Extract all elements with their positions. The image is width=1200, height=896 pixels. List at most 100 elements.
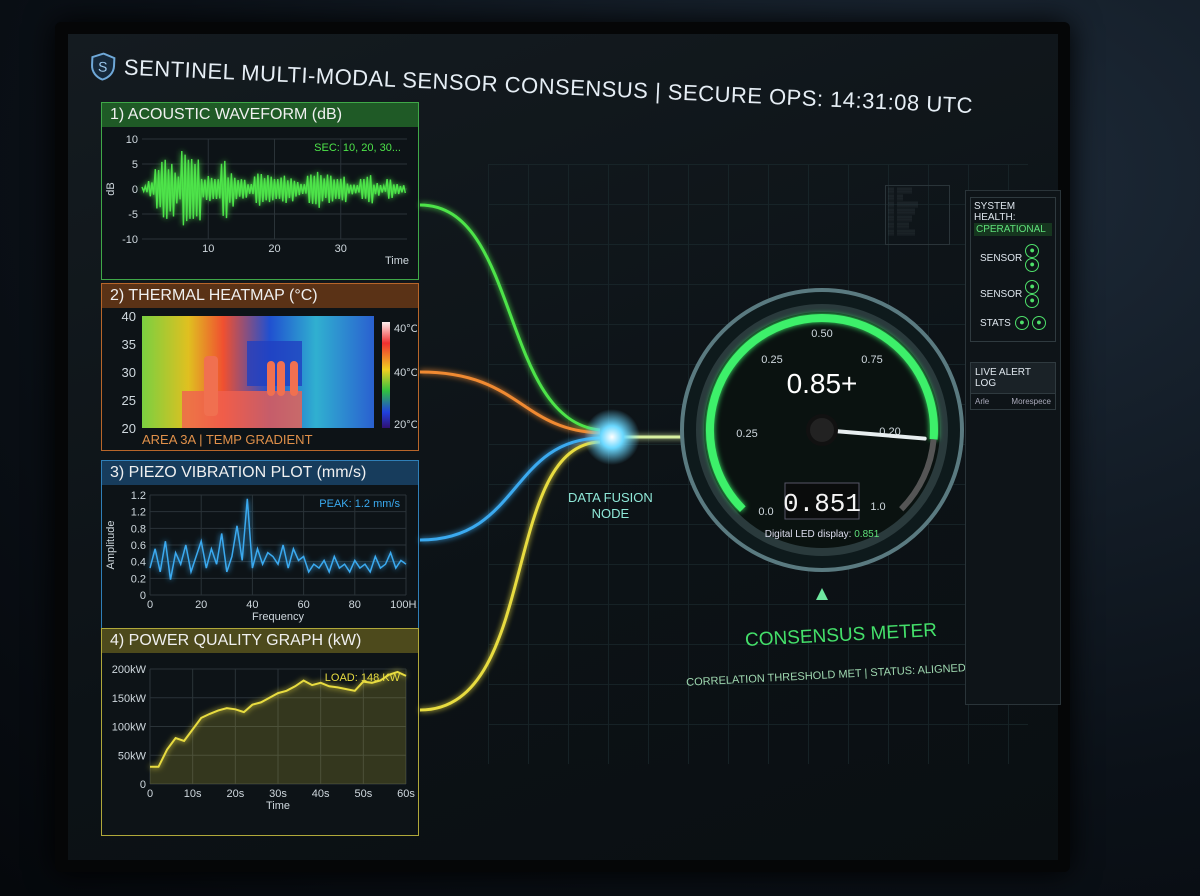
x-axis-label: Frequency bbox=[252, 611, 304, 623]
fusion-label: DATA FUSION NODE bbox=[568, 490, 653, 522]
x-tick-label: 0 bbox=[147, 788, 153, 800]
x-tick-label: 80 bbox=[349, 599, 361, 611]
consensus-gauge: 0.50 0.25 0.75 0.25 0.20 0.0 1.0 0.85+ 0… bbox=[680, 288, 964, 600]
health-row-label: SENSOR bbox=[980, 288, 1023, 300]
y-tick-label: 150kW bbox=[112, 693, 147, 705]
system-health: SYSTEM HEALTH: CPERATIONAL SENSOR ●● SENS… bbox=[970, 197, 1056, 342]
panel-title: 4) POWER QUALITY GRAPH (kW) bbox=[102, 629, 418, 653]
x-tick-label: 100Hz bbox=[390, 599, 417, 611]
y-tick-label: 0.4 bbox=[131, 557, 146, 569]
y-tick-label: 1.2 bbox=[131, 490, 146, 502]
x-tick-label: 20s bbox=[226, 788, 244, 800]
y-tick-label: 35 bbox=[122, 337, 136, 352]
x-tick-label: 0 bbox=[147, 599, 153, 611]
y-tick-label: 0 bbox=[132, 184, 138, 196]
colorbar-label: 40°C bbox=[394, 323, 417, 335]
y-tick-label: 0.8 bbox=[131, 523, 146, 535]
y-tick-label: 10 bbox=[126, 134, 138, 146]
acoustic-panel: 1) ACOUSTIC WAVEFORM (dB) 10 5 0 -5 -10 10 20 3… bbox=[101, 102, 419, 280]
health-row: STATS ● ● bbox=[980, 316, 1046, 330]
x-axis-label: Time bbox=[385, 255, 409, 267]
thermal-person bbox=[277, 361, 285, 396]
log-col: Arle bbox=[975, 397, 990, 406]
live-alert-log[interactable]: LIVE ALERT LOG Arle Morespece bbox=[970, 362, 1056, 410]
log-header-row: Arle Morespece bbox=[971, 393, 1055, 409]
svg-text:Digital LED display: 0.851: Digital LED display: 0.851 bbox=[765, 529, 880, 540]
chart-annotation: SEC: 10, 20, 30... bbox=[314, 142, 401, 154]
y-tick-label: 5 bbox=[132, 159, 138, 171]
x-tick-label: 50s bbox=[354, 788, 372, 800]
led-value: 0.851 bbox=[783, 489, 861, 519]
health-row: SENSOR ●● bbox=[980, 244, 1046, 272]
led-caption: Digital LED display: bbox=[765, 529, 852, 540]
y-tick-label: 200kW bbox=[112, 664, 147, 676]
y-tick-label: 25 bbox=[122, 393, 136, 408]
x-tick-label: 20 bbox=[268, 243, 280, 255]
gauge-needle bbox=[820, 428, 927, 441]
fusion-label-line: NODE bbox=[591, 506, 630, 521]
y-tick-label: 0 bbox=[140, 590, 146, 602]
health-value: CPERATIONAL bbox=[974, 223, 1052, 236]
acoustic-connector bbox=[419, 203, 601, 432]
power-line bbox=[150, 670, 407, 768]
thermal-panel: 2) THERMAL HEATMAP (°C) 40 35 30 25 20 40°C 40… bbox=[101, 283, 419, 451]
shield-logo-icon: S bbox=[91, 52, 116, 81]
x-tick-label: 40s bbox=[312, 788, 330, 800]
health-row-label: STATS bbox=[980, 317, 1011, 329]
gauge-tick: 0.0 bbox=[758, 506, 773, 518]
piezo-chart: 1.2 1.2 0.8 0.6 0.4 0.2 00 20 40 60 80 100Hz Frequen… bbox=[105, 490, 417, 623]
y-tick-label: 0 bbox=[140, 779, 146, 791]
health-row: SENSOR ●● bbox=[980, 280, 1046, 308]
sensor-status-icon: ● bbox=[1025, 294, 1040, 308]
power-chart: 200kW 150kW 100kW 50kW 00 10s 20s 30s 40s 50s 60s T… bbox=[112, 664, 416, 812]
power-panel: 4) POWER QUALITY GRAPH (kW) 200kW 150kW 10… bbox=[101, 628, 419, 836]
y-axis-label: dB bbox=[105, 182, 117, 195]
svg-text:S: S bbox=[98, 58, 109, 74]
piezo-panel: 3) PIEZO VIBRATION PLOT (mm/s) 1.2 1.2 0.8… bbox=[101, 460, 419, 638]
sensor-status-icon: ● bbox=[1025, 280, 1040, 294]
stats-status-icon: ● bbox=[1032, 316, 1046, 330]
y-tick-label: 50kW bbox=[118, 750, 147, 762]
colorbar bbox=[382, 322, 390, 428]
needle-hub bbox=[806, 414, 838, 446]
y-tick-label: 40 bbox=[122, 309, 136, 324]
panel-title: 2) THERMAL HEATMAP (°C) bbox=[102, 284, 418, 308]
thermal-connector bbox=[419, 370, 601, 435]
gauge-tick: 0.50 bbox=[811, 328, 832, 340]
gauge-arc-remainder bbox=[899, 439, 937, 512]
led-caption-value: 0.851 bbox=[854, 529, 879, 540]
x-tick-label: 10s bbox=[184, 788, 202, 800]
chart-annotation: LOAD: 148 KW bbox=[325, 672, 401, 684]
page-title: S SENTINEL MULTI-MODAL SENSOR CONSENSUS … bbox=[89, 52, 974, 120]
x-tick-label: 60 bbox=[297, 599, 309, 611]
y-tick-label: 1.2 bbox=[131, 507, 146, 519]
y-tick-label: 0.2 bbox=[131, 573, 146, 585]
thermal-person bbox=[267, 361, 275, 396]
thermal-person bbox=[204, 356, 218, 416]
vibration-line bbox=[149, 498, 407, 580]
health-label: SYSTEM HEALTH: bbox=[974, 201, 1016, 223]
x-tick-label: 30 bbox=[335, 243, 347, 255]
thermal-floor bbox=[182, 391, 302, 428]
log-col: Morespece bbox=[1011, 397, 1051, 406]
sensor-status-icon: ● bbox=[1025, 244, 1040, 258]
acoustic-chart: 10 5 0 -5 -10 10 20 30 Time dB SEC: 10, 20, 30... bbox=[105, 134, 409, 267]
x-tick-label: 10 bbox=[202, 243, 214, 255]
thermal-caption: AREA 3A | TEMP GRADIENT bbox=[142, 432, 313, 447]
x-tick-label: 20 bbox=[195, 599, 207, 611]
terminal-log: ░░ ░░░░░ ░░ ░░ ░░ ░░░░░░░ ░░ ░░░░░░ ░░ ░░░░░… bbox=[885, 185, 950, 245]
gauge-tick: 1.0 bbox=[870, 501, 885, 513]
panel-title: 3) PIEZO VIBRATION PLOT (mm/s) bbox=[102, 461, 418, 485]
y-tick-label: 100kW bbox=[112, 722, 147, 734]
health-row-label: SENSOR bbox=[980, 252, 1023, 264]
log-title: LIVE ALERT LOG bbox=[971, 363, 1055, 393]
y-axis-label: Amplitude bbox=[105, 521, 117, 570]
colorbar-label: 40°C bbox=[394, 367, 417, 379]
gauge-tick: 0.75 bbox=[861, 354, 882, 366]
data-fusion-node bbox=[584, 409, 640, 465]
piezo-connector bbox=[419, 436, 601, 542]
y-tick-label: -10 bbox=[122, 234, 138, 246]
gauge-tick: 0.25 bbox=[736, 428, 757, 440]
colorbar-label: 20°C bbox=[394, 419, 417, 431]
gauge-headline: 0.85+ bbox=[787, 368, 858, 399]
